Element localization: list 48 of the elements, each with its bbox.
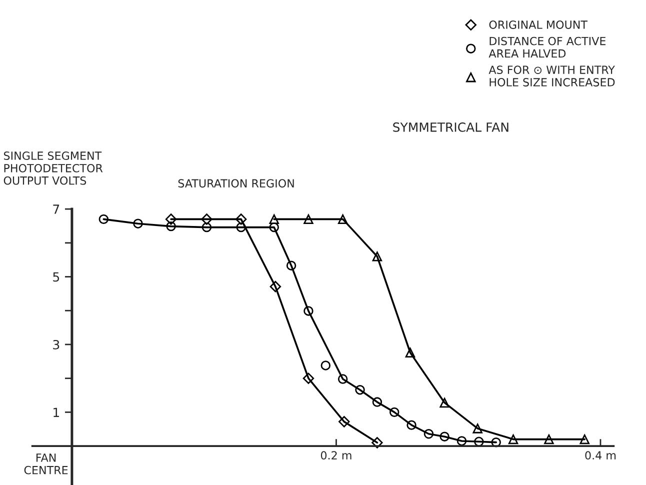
- point: [372, 397, 382, 407]
- point: [424, 429, 434, 439]
- point: [580, 434, 590, 444]
- point: [236, 222, 246, 232]
- y-axis-title: SINGLE SEGMENT PHOTODETECTOR OUTPUT VOLTS: [4, 152, 103, 185]
- point: [304, 214, 314, 224]
- point: [474, 436, 484, 447]
- text: SATURATION REGION: [178, 179, 294, 188]
- point: [544, 434, 554, 444]
- point: [338, 214, 348, 224]
- point: [133, 218, 143, 228]
- point: [302, 372, 314, 384]
- point: [405, 348, 416, 358]
- point: [338, 374, 348, 384]
- point: [440, 432, 450, 442]
- x-tick-label: 0.4 m: [585, 451, 616, 460]
- point: [355, 384, 365, 395]
- point: [270, 280, 282, 292]
- point: [98, 214, 109, 224]
- point: [304, 306, 314, 316]
- point: [472, 424, 482, 434]
- legend-label: AS FOR ⊙ WITH ENTRY HOLE SIZE INCREASED: [488, 66, 615, 86]
- point: [338, 416, 350, 428]
- point: [372, 252, 382, 262]
- point: [508, 434, 518, 444]
- chart-title: SYMMETRICAL FAN: [393, 122, 508, 132]
- point: [166, 221, 176, 232]
- point: [320, 360, 331, 370]
- point: [201, 214, 212, 225]
- annotation: FAN CENTRE: [24, 454, 68, 474]
- y-tick-label: 3: [53, 340, 60, 350]
- point: [202, 222, 212, 232]
- y-tick-label: 1: [54, 408, 59, 417]
- legend-label: DISTANCE OF ACTIVE AREA HALVED: [488, 36, 606, 58]
- point: [389, 407, 400, 418]
- point: [406, 420, 416, 430]
- y-tick-label: 7: [53, 204, 60, 214]
- point: [286, 260, 296, 270]
- point: [456, 436, 467, 446]
- point: [165, 214, 177, 225]
- point: [269, 214, 279, 224]
- point: [440, 398, 450, 408]
- legend-label: ORIGINAL MOUNT: [489, 20, 588, 29]
- point: [235, 214, 247, 225]
- point: [372, 437, 383, 448]
- x-tick-label: 0.2 m: [320, 451, 352, 460]
- point: [269, 222, 279, 232]
- y-tick-label: 5: [53, 272, 60, 282]
